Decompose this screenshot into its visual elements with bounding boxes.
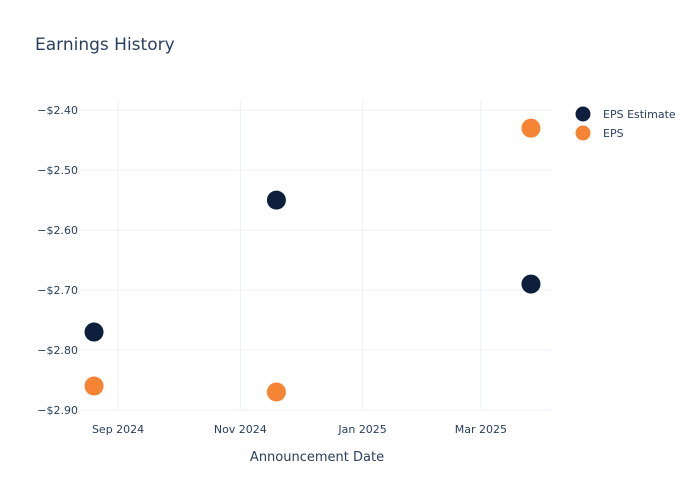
y-tick-label: −$2.80: [37, 344, 78, 357]
y-tick-label: −$2.50: [37, 164, 78, 177]
legend-label: EPS: [603, 127, 624, 140]
x-axis: Sep 2024 Nov 2024 Jan 2025 Mar 2025: [92, 423, 507, 436]
legend-item-eps[interactable]: EPS: [575, 125, 624, 141]
eps-point[interactable]: [521, 118, 541, 138]
y-tick-label: −$2.90: [37, 404, 78, 417]
y-tick-label: −$2.60: [37, 224, 78, 237]
x-tick-label: Jan 2025: [337, 423, 386, 436]
eps-point[interactable]: [84, 376, 104, 396]
y-axis: −$2.40 −$2.50 −$2.60 −$2.70 −$2.80 −$2.90: [37, 104, 78, 417]
x-axis-title: Announcement Date: [250, 450, 384, 465]
x-tick-label: Sep 2024: [92, 423, 144, 436]
legend-marker: [575, 125, 591, 141]
legend[interactable]: EPS Estimate EPS: [575, 106, 676, 141]
y-tick-label: −$2.40: [37, 104, 78, 117]
eps-estimate-point[interactable]: [266, 190, 286, 210]
gridlines: [80, 100, 553, 411]
eps-point[interactable]: [266, 382, 286, 402]
legend-marker: [575, 106, 591, 122]
eps-estimate-point[interactable]: [84, 322, 104, 342]
legend-label: EPS Estimate: [603, 108, 676, 121]
legend-item-eps-estimate[interactable]: EPS Estimate: [575, 106, 676, 122]
chart-title: Earnings History: [35, 35, 175, 55]
x-tick-label: Nov 2024: [214, 423, 267, 436]
data-points: [84, 118, 541, 402]
eps-estimate-point[interactable]: [521, 274, 541, 294]
x-tick-label: Mar 2025: [455, 423, 507, 436]
y-tick-label: −$2.70: [37, 284, 78, 297]
